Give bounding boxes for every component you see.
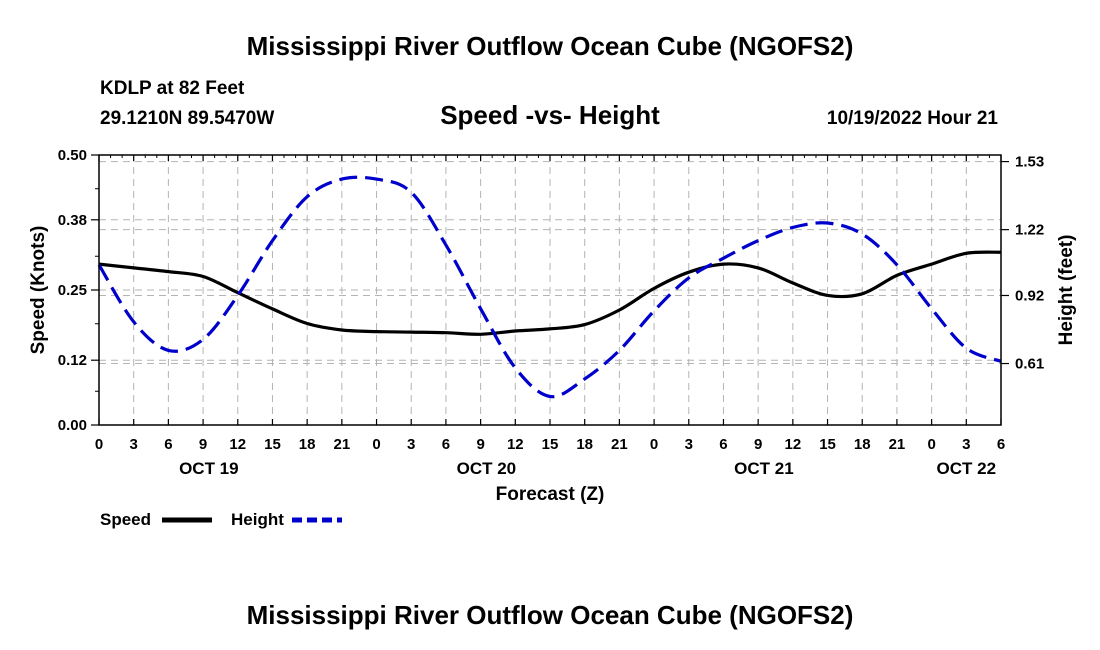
y2-axis-label: Height (feet): [1056, 235, 1077, 346]
x-date-label: OCT 20: [457, 459, 517, 478]
x-tick-label: 3: [685, 436, 693, 453]
x-tick-label: 12: [785, 436, 802, 453]
x-tick-label: 6: [719, 436, 727, 453]
y2-tick-label: 1.22: [1015, 222, 1044, 239]
footer-title: Mississippi River Outflow Ocean Cube (NG…: [247, 600, 854, 630]
y-tick-label: 0.38: [58, 212, 87, 229]
x-tick-label: 15: [819, 436, 836, 453]
legend-height-label: Height: [231, 510, 284, 529]
station-coords: 29.1210N 89.5470W: [100, 108, 274, 129]
x-tick-label: 0: [650, 436, 658, 453]
x-tick-label: 18: [854, 436, 871, 453]
y2-tick-label: 0.61: [1015, 356, 1044, 373]
x-tick-label: 3: [407, 436, 415, 453]
x-tick-label: 21: [611, 436, 628, 453]
x-tick-label: 15: [264, 436, 281, 453]
x-tick-label: 0: [927, 436, 935, 453]
x-tick-label: 9: [754, 436, 762, 453]
x-tick-label: 9: [199, 436, 207, 453]
y-tick-label: 0.25: [58, 282, 87, 299]
y-tick-label: 0.12: [58, 352, 87, 369]
x-tick-label: 0: [372, 436, 380, 453]
chart-subtitle: Speed -vs- Height: [440, 100, 660, 130]
x-tick-label: 21: [889, 436, 906, 453]
y-tick-label: 0.00: [58, 417, 87, 434]
y2-tick-label: 1.53: [1015, 154, 1044, 171]
x-date-label: OCT 19: [179, 459, 239, 478]
x-tick-label: 3: [130, 436, 138, 453]
axes: 0 3 6 9 12 15 18 21 0 3 6 9 12 15 18 21 0 3 6 9 12 15 18 21 0 3 6 0…: [58, 147, 1044, 478]
forecast-datetime: 10/19/2022 Hour 21: [827, 108, 999, 129]
x-tick-label: 0: [95, 436, 103, 453]
x-tick-label: 12: [507, 436, 524, 453]
legend: Speed Height: [100, 510, 342, 529]
x-tick-label: 3: [962, 436, 970, 453]
chart-main-title: Mississippi River Outflow Ocean Cube (NG…: [247, 31, 854, 61]
x-tick-label: 15: [542, 436, 559, 453]
x-tick-label: 6: [997, 436, 1005, 453]
speed-series-line: [98, 250, 1002, 336]
y2-tick-label: 0.92: [1015, 287, 1044, 304]
x-tick-label: 6: [164, 436, 172, 453]
x-tick-label: 6: [442, 436, 450, 453]
x-tick-label: 18: [299, 436, 316, 453]
x-axis-label: Forecast (Z): [496, 484, 605, 505]
x-tick-label: 18: [576, 436, 593, 453]
legend-speed-label: Speed: [100, 510, 151, 529]
x-date-label: OCT 22: [937, 459, 997, 478]
x-tick-label: 12: [229, 436, 246, 453]
height-series-line: [97, 175, 1002, 399]
data-curves: [97, 175, 1002, 399]
x-date-label: OCT 21: [734, 459, 794, 478]
y-tick-label: 0.50: [58, 147, 87, 164]
station-name: KDLP at 82 Feet: [100, 78, 245, 99]
x-tick-label: 21: [334, 436, 351, 453]
x-tick-label: 9: [476, 436, 484, 453]
y-axis-label: Speed (Knots): [28, 226, 49, 355]
